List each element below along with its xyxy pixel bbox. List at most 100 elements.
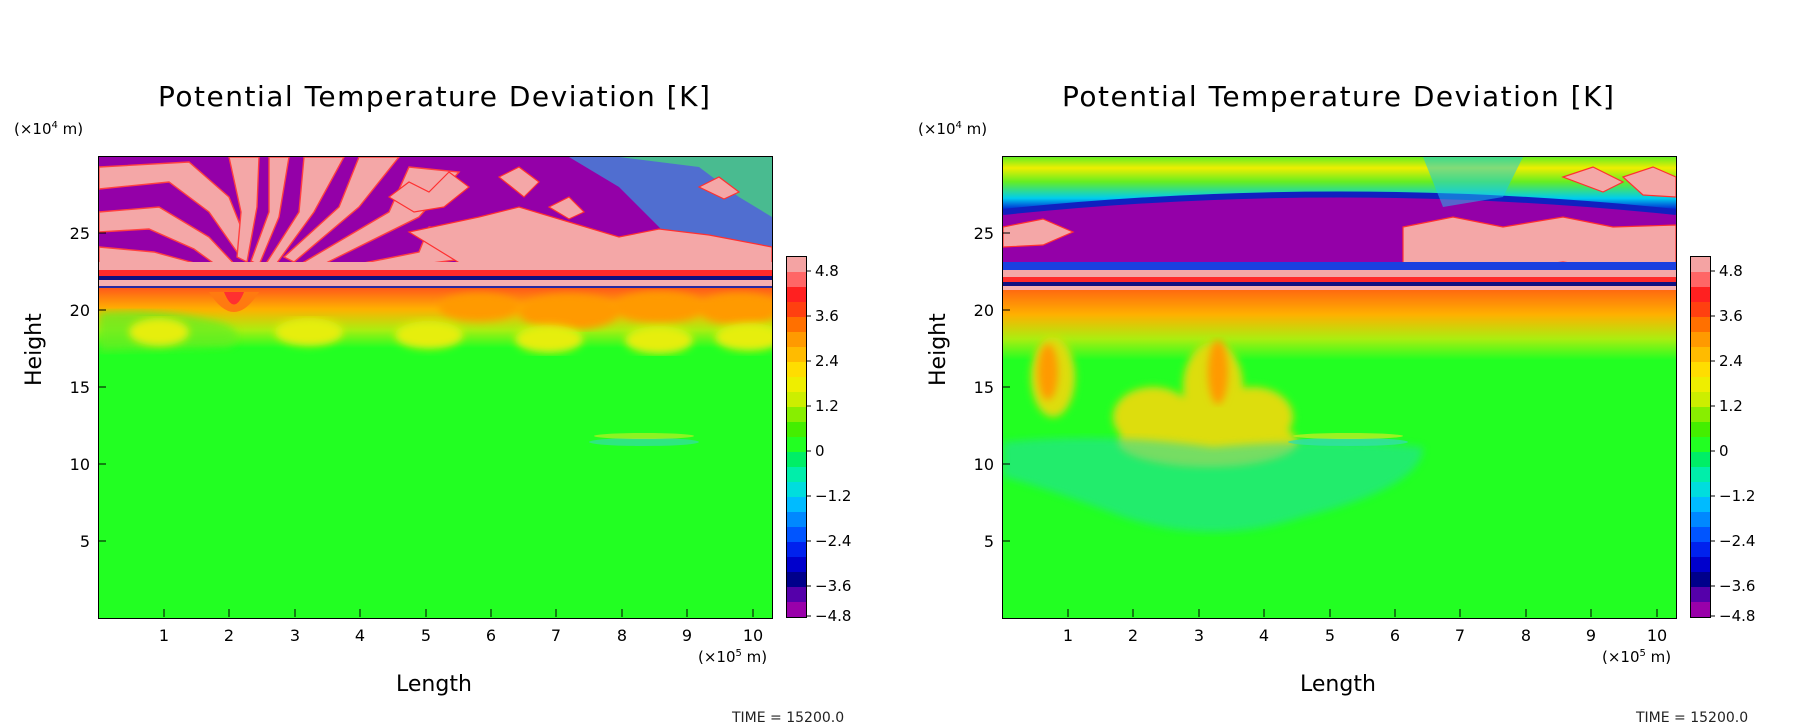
colorbar-label: −4.8 [1719, 607, 1755, 625]
band-red [99, 270, 772, 276]
band-pink-lower [99, 280, 772, 286]
time-label: TIME = 15200.0 [732, 710, 845, 726]
y-axis-unit: (×104 m) [14, 120, 83, 138]
cyan-feature [589, 438, 699, 446]
colorbar-label: 2.4 [815, 352, 839, 370]
x-tick-label: 9 [682, 626, 692, 645]
colorbar-label: 1.2 [1719, 397, 1743, 415]
warm-layer [1003, 290, 1676, 360]
x-axis-unit: (×105 m) [698, 648, 767, 666]
x-unit-prefix: (×10 [1602, 648, 1640, 666]
band-blue [1003, 262, 1676, 270]
y-unit-prefix: (×10 [918, 120, 956, 138]
x-tick-label: 4 [1259, 626, 1269, 645]
axes-left: 5 10 15 20 25 1 2 3 4 5 6 7 8 9 [70, 224, 764, 645]
x-tick-label: 2 [1128, 626, 1138, 645]
band-pink-lower [1003, 286, 1676, 290]
x-tick-label: 8 [617, 626, 627, 645]
chart-panel-right: Potential Temperature Deviation [K] (×10… [904, 0, 1808, 726]
colorbar-label: −3.6 [1719, 577, 1755, 595]
band-pink-upper [1003, 270, 1676, 277]
x-tick-label: 3 [290, 626, 300, 645]
y-axis-unit: (×104 m) [918, 120, 987, 138]
x-tick-label: 4 [355, 626, 365, 645]
colorbar-label: −1.2 [815, 487, 851, 505]
x-axis-unit: (×105 m) [1602, 648, 1671, 666]
x-tick-label: 10 [743, 626, 763, 645]
y-unit-suffix: m) [57, 120, 84, 138]
dome-edge [1003, 191, 1676, 215]
y-tick-label: 5 [80, 532, 90, 551]
y-tick-label: 15 [70, 378, 90, 397]
colorbar-label: −3.6 [815, 577, 851, 595]
x-axis-label: Length [396, 672, 472, 697]
right-yellow-feature [1293, 433, 1403, 439]
colorbar [786, 256, 807, 618]
colorbar-label: −1.2 [1719, 487, 1755, 505]
axes-right: 5 10 15 20 25 1 2 3 4 5 6 7 8 9 [974, 224, 1668, 645]
x-axis-label: Length [1300, 672, 1376, 697]
colorbar-label: 0 [1719, 442, 1729, 460]
time-label: TIME = 15200.0 [1636, 710, 1749, 726]
x-unit-exponent: 5 [735, 648, 742, 659]
x-tick-label: 8 [1521, 626, 1531, 645]
colorbar-labels-left: 4.8 3.6 2.4 1.2 0 −1.2 −2.4 −3.6 −4.8 [806, 262, 851, 625]
colorbar-label: 3.6 [1719, 307, 1743, 325]
colorbar-ticks [1710, 270, 1715, 617]
colorbar-label: 4.8 [815, 262, 839, 280]
y-tick-label: 25 [974, 224, 994, 243]
x-tick-label: 6 [1390, 626, 1400, 645]
heatmap-field [99, 157, 772, 618]
x-unit-suffix: m) [1645, 648, 1672, 666]
heatmap-plot-area [1002, 156, 1677, 619]
x-tick-label: 5 [421, 626, 431, 645]
y-unit-prefix: (×10 [14, 120, 52, 138]
band-navy [99, 276, 772, 280]
x-tick-label: 7 [551, 626, 561, 645]
heatmap-plot-area [98, 156, 773, 619]
right-cyan-feature [1288, 438, 1408, 446]
colorbar-label: 0 [815, 442, 825, 460]
y-tick-labels: 5 10 15 20 25 [974, 224, 994, 551]
y-tick-label: 10 [974, 455, 994, 474]
heatmap-field [1003, 157, 1676, 618]
y-unit-suffix: m) [961, 120, 988, 138]
band-navy [1003, 282, 1676, 286]
pink-band-right [387, 166, 772, 278]
colorbar-label: −2.4 [1719, 532, 1755, 550]
x-tick-label: 1 [159, 626, 169, 645]
pink-patterns-right [1003, 166, 1676, 270]
colorbar-swatches [1691, 257, 1710, 617]
x-tick-label: 7 [1455, 626, 1465, 645]
chart-title: Potential Temperature Deviation [K] [158, 80, 712, 113]
chart-title: Potential Temperature Deviation [K] [1062, 80, 1616, 113]
colorbar-label: 1.2 [815, 397, 839, 415]
colorbar [1690, 256, 1711, 618]
x-tick-labels: 1 2 3 4 5 6 7 8 9 10 [159, 626, 763, 645]
colorbar-label: 2.4 [1719, 352, 1743, 370]
x-tick-labels: 1 2 3 4 5 6 7 8 9 10 [1063, 626, 1667, 645]
colorbar-label: −2.4 [815, 532, 851, 550]
y-tick-label: 5 [984, 532, 994, 551]
x-unit-suffix: m) [741, 648, 768, 666]
colorbar-tick-labels: 4.8 3.6 2.4 1.2 0 −1.2 −2.4 −3.6 −4.8 [815, 262, 851, 625]
orange-blobs [439, 291, 772, 330]
x-tick-label: 9 [1586, 626, 1596, 645]
yellow-bumps [129, 318, 772, 354]
x-axis-ticks [163, 609, 754, 617]
x-unit-exponent: 5 [1639, 648, 1646, 659]
colorbar-labels-right: 4.8 3.6 2.4 1.2 0 −1.2 −2.4 −3.6 −4.8 [1710, 262, 1755, 625]
y-tick-label: 20 [974, 301, 994, 320]
wave-green-right [619, 157, 772, 217]
x-tick-label: 1 [1063, 626, 1073, 645]
x-tick-label: 6 [486, 626, 496, 645]
colorbar-swatches [787, 257, 806, 617]
band-navy-2 [99, 286, 772, 289]
x-tick-label: 3 [1194, 626, 1204, 645]
x-tick-label: 5 [1325, 626, 1335, 645]
colorbar-label: 4.8 [1719, 262, 1743, 280]
colorbar-label: 3.6 [815, 307, 839, 325]
red-peak-left [224, 292, 244, 305]
y-tick-label: 25 [70, 224, 90, 243]
y-tick-label: 15 [974, 378, 994, 397]
